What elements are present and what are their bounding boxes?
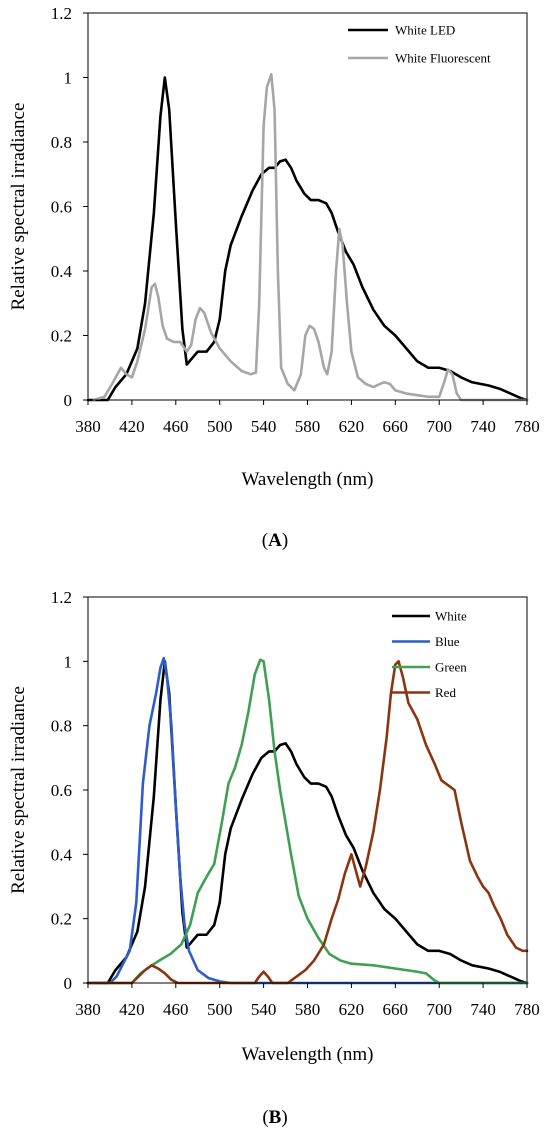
- y-tick-label: 1.2: [51, 4, 72, 23]
- chart-panel-b: 380 420 460 500 540 580 620 660 700 740 780 0 0.2 0.4…: [0, 580, 550, 1142]
- y-tick-label: 0.8: [51, 717, 72, 736]
- x-tick-label: 500: [207, 417, 233, 436]
- panel-label-a: (A): [261, 530, 289, 551]
- legend-label: White: [435, 609, 467, 624]
- y-tick-label: 1: [64, 69, 73, 88]
- x-tick-label: 740: [470, 417, 496, 436]
- y-tick-label: 1: [64, 652, 73, 671]
- x-tick-label: 700: [426, 417, 452, 436]
- panel-label-b: (B): [262, 1107, 288, 1128]
- y-axis-title: Relative spectral irradiance: [8, 103, 29, 311]
- x-tick-label: 700: [426, 1000, 452, 1019]
- series-group-a: [86, 72, 529, 402]
- panel-letter-b: B: [268, 1107, 282, 1128]
- y-tick-label: 0.4: [51, 262, 73, 281]
- x-tick-label: 780: [514, 1000, 540, 1019]
- x-tick-label: 460: [163, 417, 189, 436]
- series-line-green: [86, 658, 529, 985]
- y-tick-label: 0: [64, 391, 73, 410]
- x-axis-title: Wavelength (nm): [242, 1044, 374, 1065]
- legend-label: White LED: [395, 23, 455, 38]
- y-axis-title: Relative spectral irradiance: [8, 686, 29, 894]
- x-tick-label: 420: [119, 417, 145, 436]
- x-tick-label: 540: [251, 417, 277, 436]
- y-tick-label: 0.6: [51, 198, 72, 217]
- series-group-b: [86, 656, 529, 985]
- chart-panel-a: 380 420 460 500 540 580 620 660 700 740 780 0 0.2 0.4…: [0, 0, 550, 565]
- series-line-white-fluorescent: [92, 72, 529, 402]
- x-tick-label: 380: [75, 1000, 101, 1019]
- x-axis-title: Wavelength (nm): [242, 469, 374, 490]
- x-tick-label: 580: [295, 417, 321, 436]
- x-tick-label: 660: [383, 1000, 409, 1019]
- x-tick-label: 460: [163, 1000, 189, 1019]
- legend-label: Green: [435, 660, 467, 675]
- y-tick-label: 0: [64, 974, 73, 993]
- x-tick-label: 620: [339, 1000, 365, 1019]
- chart-a-svg: 380 420 460 500 540 580 620 660 700 740 780 0 0.2 0.4…: [8, 4, 540, 490]
- legend-label: Blue: [435, 634, 460, 649]
- y-tick-label: 1.2: [51, 588, 72, 607]
- legend-a: White LED White Fluorescent: [348, 23, 491, 66]
- legend-label: White Fluorescent: [395, 51, 491, 66]
- legend-label: Red: [435, 685, 456, 700]
- x-tick-label: 740: [470, 1000, 496, 1019]
- x-tick-label: 780: [514, 417, 540, 436]
- series-line-blue: [86, 656, 529, 985]
- x-tick-label: 420: [119, 1000, 145, 1019]
- chart-b-svg: 380 420 460 500 540 580 620 660 700 740 780 0 0.2 0.4…: [8, 588, 540, 1065]
- x-tick-label: 500: [207, 1000, 233, 1019]
- panel-letter-a: A: [268, 530, 282, 551]
- x-tick-label: 540: [251, 1000, 277, 1019]
- y-tick-label: 0.2: [51, 910, 72, 929]
- x-tick-label: 380: [75, 417, 101, 436]
- y-tick-label: 0.4: [51, 845, 73, 864]
- series-line-white-led: [86, 76, 529, 402]
- x-tick-label: 580: [295, 1000, 321, 1019]
- legend-b: White Blue Green Red: [392, 609, 467, 700]
- x-tick-label: 660: [383, 417, 409, 436]
- x-tick-label: 620: [339, 417, 365, 436]
- y-tick-label: 0.8: [51, 133, 72, 152]
- y-tick-label: 0.2: [51, 327, 72, 346]
- y-tick-label: 0.6: [51, 781, 72, 800]
